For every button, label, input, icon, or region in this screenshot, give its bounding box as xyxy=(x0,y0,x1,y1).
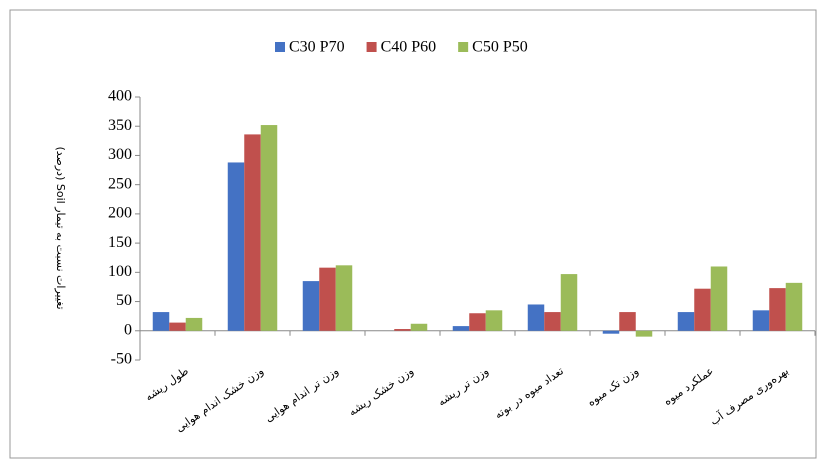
bar xyxy=(485,310,503,331)
y-tick-label: 400 xyxy=(108,88,132,105)
y-tick-label: 300 xyxy=(108,146,132,163)
bar xyxy=(677,312,695,331)
y-tick-label: -50 xyxy=(111,351,132,368)
bar xyxy=(710,266,728,331)
bar xyxy=(185,317,203,331)
chart-frame xyxy=(9,9,817,459)
bar xyxy=(544,312,561,331)
bar xyxy=(169,322,186,331)
bar xyxy=(302,281,320,331)
y-tick-label: 250 xyxy=(108,175,132,192)
bar xyxy=(260,125,278,331)
bar xyxy=(452,326,470,331)
legend-label: C50 P50 xyxy=(472,39,528,56)
bar xyxy=(785,282,803,331)
y-axis-label: تغییرات نسبت به تیمار Soil (درصد) xyxy=(54,146,67,309)
bar xyxy=(152,312,170,331)
bar xyxy=(469,313,486,331)
legend-swatch xyxy=(275,42,285,52)
bar xyxy=(335,265,353,331)
y-tick-label: 50 xyxy=(116,292,132,309)
y-tick-label: 150 xyxy=(108,234,132,251)
bar xyxy=(410,323,428,331)
bar xyxy=(394,329,411,331)
bar xyxy=(319,267,336,331)
y-tick-label: 350 xyxy=(108,117,132,134)
y-tick-label: 100 xyxy=(108,263,132,280)
bar xyxy=(227,162,245,331)
bar xyxy=(635,330,653,337)
bar xyxy=(769,288,786,331)
y-tick-label: 0 xyxy=(124,321,132,338)
bar xyxy=(694,288,711,331)
bar xyxy=(560,274,578,331)
bar xyxy=(752,310,770,331)
legend-label: C40 P60 xyxy=(381,39,437,56)
bar xyxy=(619,312,636,331)
legend-swatch xyxy=(366,42,377,52)
y-tick-label: 200 xyxy=(108,205,132,222)
bar xyxy=(244,134,261,331)
bar xyxy=(527,304,545,331)
bar xyxy=(602,330,620,334)
legend-swatch xyxy=(458,42,469,52)
legend-label: C30 P70 xyxy=(289,39,345,56)
